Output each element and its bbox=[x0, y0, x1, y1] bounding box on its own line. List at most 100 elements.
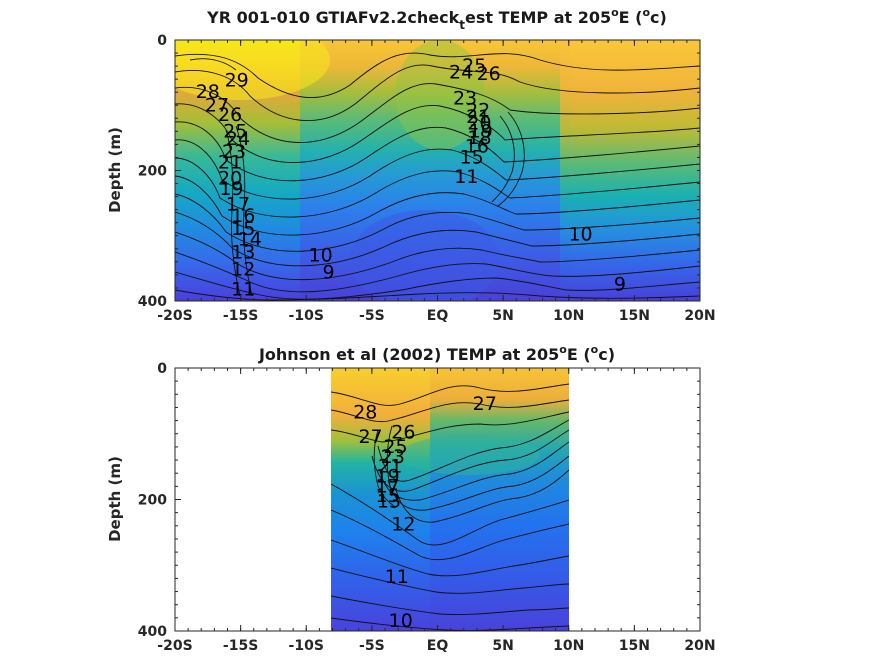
bottom-contour bbox=[371, 429, 569, 492]
top-contour-label: 10 bbox=[568, 223, 592, 245]
top-y-tick-label: 400 bbox=[138, 294, 167, 310]
bottom-x-axis: -20S -15S -10S -5S EQ 5N 10N 15N 20N bbox=[157, 368, 716, 654]
bottom-y-axis: 0 200 400 bbox=[138, 361, 700, 640]
top-contour-label: 25 bbox=[223, 120, 247, 142]
top-contour bbox=[175, 251, 700, 293]
bottom-contour bbox=[331, 483, 569, 546]
top-y-tick-label: 200 bbox=[138, 164, 167, 180]
top-contour bbox=[175, 193, 700, 252]
top-contour bbox=[189, 58, 237, 71]
top-x-tick-label: 5N bbox=[492, 308, 513, 324]
bottom-contour-label: 26 bbox=[391, 421, 415, 443]
bottom-x-tick-label: 20N bbox=[684, 638, 715, 654]
top-contour-label: 21 bbox=[466, 106, 490, 128]
top-contour-label: 15 bbox=[460, 146, 484, 168]
top-contour bbox=[491, 115, 515, 203]
top-contour bbox=[497, 111, 525, 207]
top-y-tick-label: 0 bbox=[157, 33, 167, 49]
bottom-contour bbox=[387, 455, 569, 511]
bottom-x-tick-label: 5N bbox=[492, 638, 513, 654]
top-contour bbox=[175, 289, 700, 301]
bottom-x-tick-label: EQ bbox=[427, 638, 449, 654]
bottom-x-tick-label: -15S bbox=[223, 638, 258, 654]
bottom-x-tick-label: -20S bbox=[157, 638, 192, 654]
top-contour-label: 9 bbox=[323, 261, 335, 283]
top-contour-label: 14 bbox=[238, 229, 262, 251]
top-contour bbox=[175, 231, 700, 281]
top-y-axis-label: Depth (m) bbox=[106, 127, 124, 213]
top-x-tick-label: -15S bbox=[223, 308, 258, 324]
top-eq-cold bbox=[350, 210, 500, 301]
top-x-axis: -20S -15S -10S -5S EQ 5N 10N 15N 20N bbox=[157, 40, 716, 324]
top-contour bbox=[175, 175, 700, 236]
top-contour-label: 28 bbox=[196, 81, 220, 103]
bottom-contour-label: 13 bbox=[377, 490, 401, 512]
top-panel-title: YR 001-010 GTIAFv2.2checktest TEMP at 20… bbox=[206, 6, 667, 32]
bottom-contour-label: 17 bbox=[376, 475, 400, 497]
bottom-contour bbox=[386, 425, 393, 487]
top-x-tick-label: 20N bbox=[684, 308, 715, 324]
top-contour-label: 27 bbox=[205, 94, 229, 116]
bottom-y-tick-label: 400 bbox=[138, 624, 167, 640]
top-contour-label: 19 bbox=[469, 120, 493, 142]
bottom-contour bbox=[395, 469, 569, 523]
top-contour-label: 16 bbox=[231, 205, 255, 227]
top-contour bbox=[175, 121, 700, 182]
top-contour bbox=[175, 103, 700, 163]
top-y-axis: 0 200 400 bbox=[138, 33, 700, 310]
bottom-contour bbox=[331, 617, 569, 631]
top-contour bbox=[225, 129, 241, 297]
top-contour-label: 13 bbox=[231, 242, 255, 264]
top-x-tick-label: 15N bbox=[619, 308, 650, 324]
top-contour-label: 20 bbox=[467, 113, 491, 135]
top-x-tick-label: -20S bbox=[157, 308, 192, 324]
top-warm-pool bbox=[175, 40, 330, 100]
top-contour-label: 25 bbox=[462, 55, 486, 77]
top-contour-label: 11 bbox=[231, 278, 255, 300]
bottom-contour bbox=[331, 383, 569, 406]
bottom-contour-label: 12 bbox=[391, 513, 415, 535]
top-x-tick-label: EQ bbox=[427, 308, 449, 324]
top-contour-label: 23 bbox=[453, 88, 477, 110]
bottom-contour-label: 11 bbox=[385, 566, 409, 588]
top-contour-label: 20 bbox=[218, 167, 242, 189]
top-contour bbox=[175, 83, 700, 143]
top-contour-label: 18 bbox=[467, 127, 491, 149]
bottom-contour bbox=[379, 441, 569, 501]
bottom-y-tick-label: 0 bbox=[157, 361, 167, 377]
top-contour bbox=[175, 157, 700, 218]
top-contour bbox=[175, 271, 700, 300]
bottom-field bbox=[331, 368, 569, 631]
bottom-contour-label: 23 bbox=[381, 446, 405, 468]
top-contour-label: 11 bbox=[454, 166, 478, 188]
top-contour-label: 24 bbox=[226, 128, 250, 150]
bottom-contour bbox=[331, 411, 569, 443]
bottom-contour bbox=[331, 509, 569, 561]
top-contour-label: 22 bbox=[466, 99, 490, 121]
top-contour bbox=[175, 64, 700, 122]
top-contour-label: 26 bbox=[477, 63, 501, 85]
top-x-tick-label: -5S bbox=[359, 308, 385, 324]
top-contour-label: 29 bbox=[225, 69, 249, 91]
top-field bbox=[175, 40, 700, 301]
bottom-field-north bbox=[430, 368, 569, 631]
bottom-contour-label: 10 bbox=[389, 610, 413, 632]
bottom-contour-label: 21 bbox=[378, 456, 402, 478]
bottom-y-tick-label: 200 bbox=[138, 493, 167, 509]
bottom-contour bbox=[331, 595, 569, 615]
top-x-tick-label: -10S bbox=[289, 308, 324, 324]
top-contour-label: 12 bbox=[231, 259, 255, 281]
bottom-y-axis-label: Depth (m) bbox=[106, 456, 124, 542]
bottom-contour-label: 27 bbox=[358, 426, 382, 448]
top-contour-label: 15 bbox=[231, 218, 255, 240]
bottom-x-tick-label: -5S bbox=[359, 638, 385, 654]
top-contour-label: 19 bbox=[219, 178, 243, 200]
bottom-contour-label: 19 bbox=[376, 465, 400, 487]
top-contour-label: 21 bbox=[218, 152, 242, 174]
top-contour-label: 24 bbox=[449, 62, 473, 84]
bottom-panel-title: Johnson et al (2002) TEMP at 205oE (oc) bbox=[258, 343, 615, 364]
top-eq-green bbox=[395, 40, 485, 150]
bottom-contour-label: 28 bbox=[353, 402, 377, 424]
